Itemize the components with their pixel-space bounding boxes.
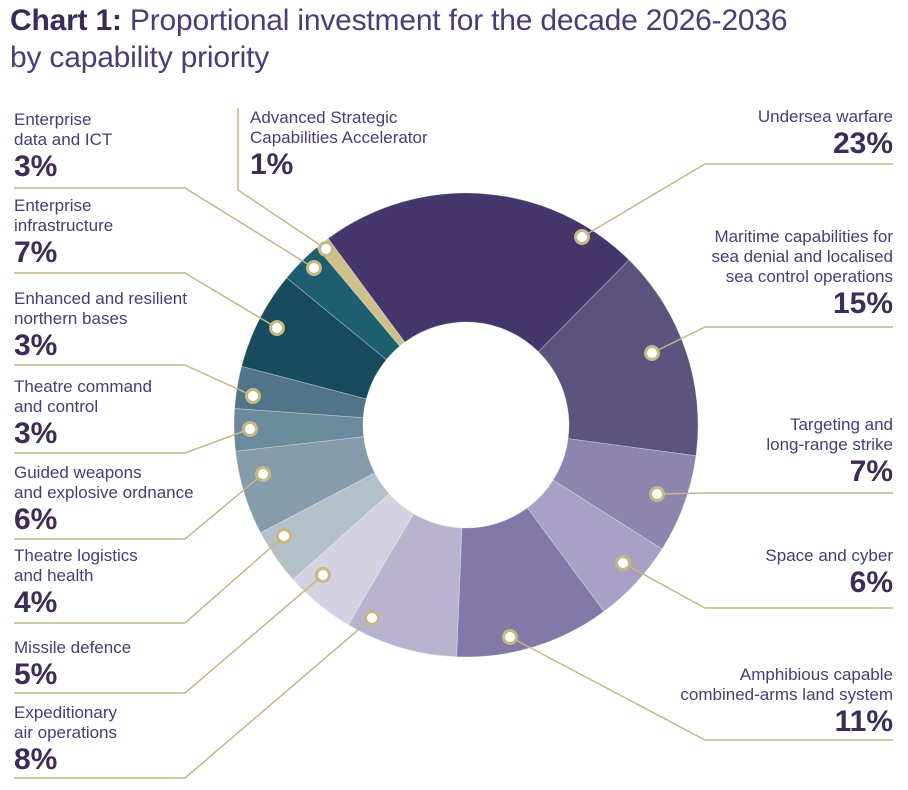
label-enterprise-data-ict: Enterprise data and ICT 3% xyxy=(14,110,112,183)
slice-guided-weapons-ordnance xyxy=(235,436,376,534)
leader-dot-amphibious-land-system xyxy=(502,629,518,645)
slice-enhanced-northern-bases xyxy=(234,365,367,419)
label-text-expeditionary-air-operations: Expeditionary air operations xyxy=(14,703,118,742)
label-text-theatre-logistics-health: Theatre logistics and health xyxy=(14,546,138,585)
label-pct-missile-defence: 5% xyxy=(14,658,58,691)
label-maritime-capabilities: Maritime capabilities for sea denial and … xyxy=(712,227,893,320)
leader-dot-expeditionary-air-operations xyxy=(364,610,380,626)
leader-dot-enterprise-data-ict xyxy=(306,260,322,276)
leader-line-guided-weapons-ordnance xyxy=(14,473,264,540)
label-undersea-warfare: Undersea warfare 23% xyxy=(758,107,893,160)
label-text-advanced-strategic-capabilities-accelerator: Advanced Strategic Capabilities Accelerat… xyxy=(250,108,428,147)
label-pct-enterprise-infrastructure: 7% xyxy=(14,236,58,269)
leader-line-amphibious-land-system xyxy=(509,636,893,741)
leader-dot-undersea-warfare xyxy=(574,229,590,245)
label-text-enterprise-data-ict: Enterprise data and ICT xyxy=(14,110,113,149)
label-amphibious-land-system: Amphibious capable combined-arms land sys… xyxy=(680,665,893,738)
slice-maritime-capabilities xyxy=(537,259,699,457)
label-text-space-and-cyber: Space and cyber xyxy=(765,546,893,565)
slice-space-and-cyber xyxy=(526,479,663,613)
label-text-missile-defence: Missile defence xyxy=(14,638,132,657)
label-pct-theatre-logistics-health: 4% xyxy=(14,586,58,619)
label-text-amphibious-land-system: Amphibious capable combined-arms land sys… xyxy=(680,665,893,704)
label-pct-space-and-cyber: 6% xyxy=(849,566,893,599)
label-space-and-cyber: Space and cyber 6% xyxy=(765,546,893,599)
slice-enterprise-infrastructure xyxy=(241,277,387,400)
label-text-maritime-capabilities: Maritime capabilities for sea denial and … xyxy=(711,227,893,286)
label-text-enhanced-northern-bases: Enhanced and resilient northern bases xyxy=(14,289,187,328)
label-theatre-logistics-health: Theatre logistics and health 4% xyxy=(14,546,138,619)
slice-missile-defence xyxy=(292,493,415,626)
leader-line-undersea-warfare xyxy=(581,163,893,238)
chart-title: Chart 1: Proportional investment for the… xyxy=(10,2,790,76)
leader-line-missile-defence xyxy=(14,574,324,694)
leader-dot-maritime-capabilities xyxy=(644,345,660,361)
slice-undersea-warfare xyxy=(327,192,630,353)
leader-dot-enterprise-infrastructure xyxy=(269,320,285,336)
label-pct-expeditionary-air-operations: 8% xyxy=(14,743,58,776)
label-pct-targeting-long-range-strike: 7% xyxy=(849,455,893,488)
leader-dot-enhanced-northern-bases xyxy=(245,388,261,404)
label-pct-amphibious-land-system: 11% xyxy=(834,705,893,738)
label-text-enterprise-infrastructure: Enterprise infrastructure xyxy=(14,196,114,235)
slice-amphibious-land-system xyxy=(456,507,605,658)
label-expeditionary-air-operations: Expeditionary air operations 8% xyxy=(14,703,117,776)
label-pct-enterprise-data-ict: 3% xyxy=(14,150,58,183)
leader-line-enterprise-data-ict xyxy=(14,187,315,269)
label-pct-theatre-command-control: 3% xyxy=(14,417,58,450)
label-text-undersea-warfare: Undersea warfare xyxy=(757,107,893,126)
label-guided-weapons-ordnance: Guided weapons and explosive ordnance 6% xyxy=(14,463,194,536)
leader-line-maritime-capabilities xyxy=(651,326,893,354)
leader-line-theatre-command-control xyxy=(14,428,251,454)
label-enhanced-northern-bases: Enhanced and resilient northern bases 3% xyxy=(14,289,187,362)
leader-dot-targeting-long-range-strike xyxy=(649,486,665,502)
chart-title-rest: Proportional investment for the decade 2… xyxy=(10,4,788,74)
leader-line-targeting-long-range-strike xyxy=(656,492,893,495)
slice-theatre-command-control xyxy=(233,408,365,452)
label-text-guided-weapons-ordnance: Guided weapons and explosive ordnance xyxy=(14,463,194,502)
leader-line-theatre-logistics-health xyxy=(14,535,285,624)
label-pct-enhanced-northern-bases: 3% xyxy=(14,329,58,362)
label-theatre-command-control: Theatre command and control 3% xyxy=(14,377,152,450)
leader-line-space-and-cyber xyxy=(622,562,893,609)
leader-line-enterprise-infrastructure xyxy=(14,272,278,329)
leader-dot-guided-weapons-ordnance xyxy=(255,466,271,482)
leader-dot-theatre-command-control xyxy=(242,421,258,437)
slice-targeting-long-range-strike xyxy=(552,438,697,550)
label-text-theatre-command-control: Theatre command and control xyxy=(14,377,152,416)
leader-dot-space-and-cyber xyxy=(615,555,631,571)
leader-line-expeditionary-air-operations xyxy=(14,617,373,779)
leader-line-advanced-strategic-capabilities-accelerator xyxy=(237,108,327,250)
chart-title-prefix: Chart 1: xyxy=(10,4,122,37)
label-missile-defence: Missile defence 5% xyxy=(14,638,131,691)
leader-line-enhanced-northern-bases xyxy=(14,364,254,397)
leader-dot-theatre-logistics-health xyxy=(276,528,292,544)
label-pct-maritime-capabilities: 15% xyxy=(832,287,893,320)
label-pct-advanced-strategic-capabilities-accelerator: 1% xyxy=(250,148,294,181)
label-enterprise-infrastructure: Enterprise infrastructure 7% xyxy=(14,196,113,269)
label-targeting-long-range-strike: Targeting and long-range strike 7% xyxy=(766,415,893,488)
label-advanced-strategic-capabilities-accelerator: Advanced Strategic Capabilities Accelerat… xyxy=(250,108,428,181)
leader-dot-advanced-strategic-capabilities-accelerator xyxy=(318,241,334,257)
label-pct-undersea-warfare: 23% xyxy=(832,127,893,160)
leader-dot-missile-defence xyxy=(315,567,331,583)
label-pct-guided-weapons-ordnance: 6% xyxy=(14,503,58,536)
label-text-targeting-long-range-strike: Targeting and long-range strike xyxy=(766,415,893,454)
